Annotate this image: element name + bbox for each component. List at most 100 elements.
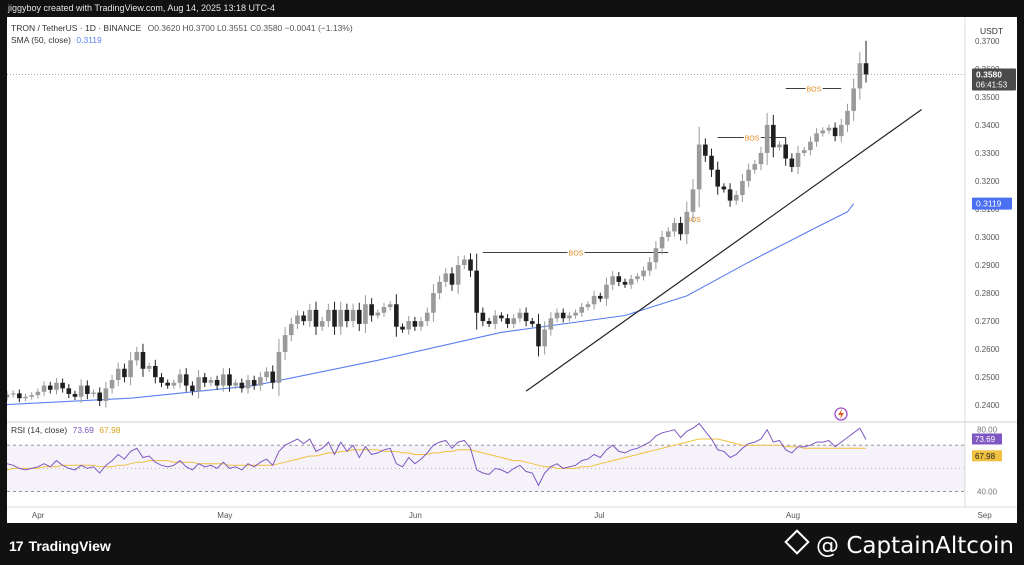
candle-body[interactable]: [839, 124, 844, 137]
candle-body[interactable]: [128, 360, 133, 378]
candle-body[interactable]: [703, 144, 708, 156]
candle-body[interactable]: [387, 304, 393, 308]
candle-body[interactable]: [542, 329, 547, 347]
candle-body[interactable]: [332, 309, 337, 327]
candle-body[interactable]: [696, 144, 702, 190]
candle-body[interactable]: [47, 385, 53, 390]
tradingview-logo[interactable]: 17 TradingView: [9, 538, 111, 554]
candle-body[interactable]: [35, 391, 41, 396]
candle-body[interactable]: [455, 265, 461, 285]
candle-body[interactable]: [486, 321, 492, 324]
candle-body[interactable]: [733, 194, 739, 201]
candle-body[interactable]: [622, 281, 628, 285]
candle-body[interactable]: [499, 315, 504, 319]
candle-body[interactable]: [641, 270, 646, 277]
candle-body[interactable]: [78, 385, 84, 397]
candle-body[interactable]: [381, 307, 387, 313]
candle-body[interactable]: [165, 382, 170, 386]
candle-body[interactable]: [536, 323, 541, 347]
candle-body[interactable]: [610, 276, 615, 285]
candle-body[interactable]: [845, 110, 850, 125]
candle-body[interactable]: [23, 396, 28, 399]
candle-body[interactable]: [375, 312, 381, 316]
candle-body[interactable]: [412, 321, 418, 327]
candle-body[interactable]: [208, 379, 214, 383]
candle-body[interactable]: [159, 377, 164, 383]
candle-body[interactable]: [573, 312, 578, 316]
candle-body[interactable]: [338, 309, 344, 327]
candle-body[interactable]: [307, 309, 313, 322]
candle-body[interactable]: [295, 315, 300, 324]
candle-body[interactable]: [196, 377, 201, 392]
candle-body[interactable]: [276, 351, 282, 383]
candle-body[interactable]: [394, 304, 399, 327]
candle-body[interactable]: [505, 318, 510, 324]
candle-body[interactable]: [579, 307, 585, 313]
candle-body[interactable]: [418, 321, 424, 327]
candle-body[interactable]: [746, 169, 751, 181]
candle-body[interactable]: [369, 304, 374, 316]
candle-body[interactable]: [153, 365, 158, 378]
candle-body[interactable]: [585, 304, 591, 308]
candle-body[interactable]: [857, 63, 863, 89]
candle-body[interactable]: [758, 152, 764, 165]
candle-body[interactable]: [523, 312, 529, 322]
price-chart[interactable]: TRON / TetherUS · 1D · BINANCE O0.3620 H…: [4, 17, 1017, 523]
candle-body[interactable]: [647, 262, 653, 271]
candle-body[interactable]: [777, 144, 782, 148]
candle-body[interactable]: [115, 368, 121, 380]
candle-body[interactable]: [122, 368, 127, 378]
candle-body[interactable]: [789, 158, 795, 167]
candle-body[interactable]: [449, 273, 455, 285]
candle-body[interactable]: [474, 270, 479, 313]
candle-body[interactable]: [270, 371, 276, 383]
candle-body[interactable]: [826, 127, 832, 131]
candle-body[interactable]: [740, 180, 745, 195]
candle-body[interactable]: [282, 335, 288, 352]
candle-body[interactable]: [635, 276, 640, 280]
candle-body[interactable]: [29, 395, 35, 397]
candle-body[interactable]: [183, 374, 189, 386]
candle-body[interactable]: [684, 211, 690, 235]
candle-body[interactable]: [808, 141, 813, 151]
candle-body[interactable]: [511, 318, 517, 324]
candle-body[interactable]: [251, 379, 257, 386]
candle-body[interactable]: [814, 133, 819, 142]
candle-body[interactable]: [109, 379, 115, 389]
candle-body[interactable]: [665, 231, 671, 238]
candle-body[interactable]: [356, 309, 362, 324]
candle-body[interactable]: [690, 189, 696, 212]
candle-body[interactable]: [258, 377, 263, 386]
candle-body[interactable]: [468, 259, 473, 271]
candle-body[interactable]: [97, 392, 102, 401]
candle-body[interactable]: [783, 144, 788, 159]
candle-body[interactable]: [85, 385, 90, 394]
candle-body[interactable]: [672, 223, 677, 232]
rsi-ma-line[interactable]: [6, 438, 866, 471]
candle-body[interactable]: [727, 189, 733, 201]
lightning-icon[interactable]: [834, 407, 848, 421]
candle-body[interactable]: [431, 293, 436, 313]
candle-body[interactable]: [604, 284, 609, 299]
candle-body[interactable]: [567, 315, 572, 319]
candle-body[interactable]: [214, 379, 220, 386]
candle-body[interactable]: [480, 312, 486, 322]
candle-body[interactable]: [406, 321, 411, 330]
candle-body[interactable]: [795, 152, 801, 167]
candle-body[interactable]: [60, 382, 65, 389]
candle-body[interactable]: [17, 393, 22, 399]
candle-body[interactable]: [721, 186, 727, 190]
candle-body[interactable]: [437, 281, 442, 294]
candle-body[interactable]: [66, 388, 72, 394]
candle-body[interactable]: [863, 63, 869, 75]
candle-body[interactable]: [462, 259, 467, 266]
candle-body[interactable]: [709, 155, 714, 170]
candle-body[interactable]: [363, 304, 368, 324]
candle-body[interactable]: [616, 276, 622, 282]
candle-body[interactable]: [832, 127, 838, 137]
candle-body[interactable]: [771, 124, 776, 148]
candle-body[interactable]: [190, 385, 195, 392]
candle-body[interactable]: [245, 379, 251, 389]
candle-body[interactable]: [653, 248, 659, 263]
candle-body[interactable]: [202, 377, 208, 383]
